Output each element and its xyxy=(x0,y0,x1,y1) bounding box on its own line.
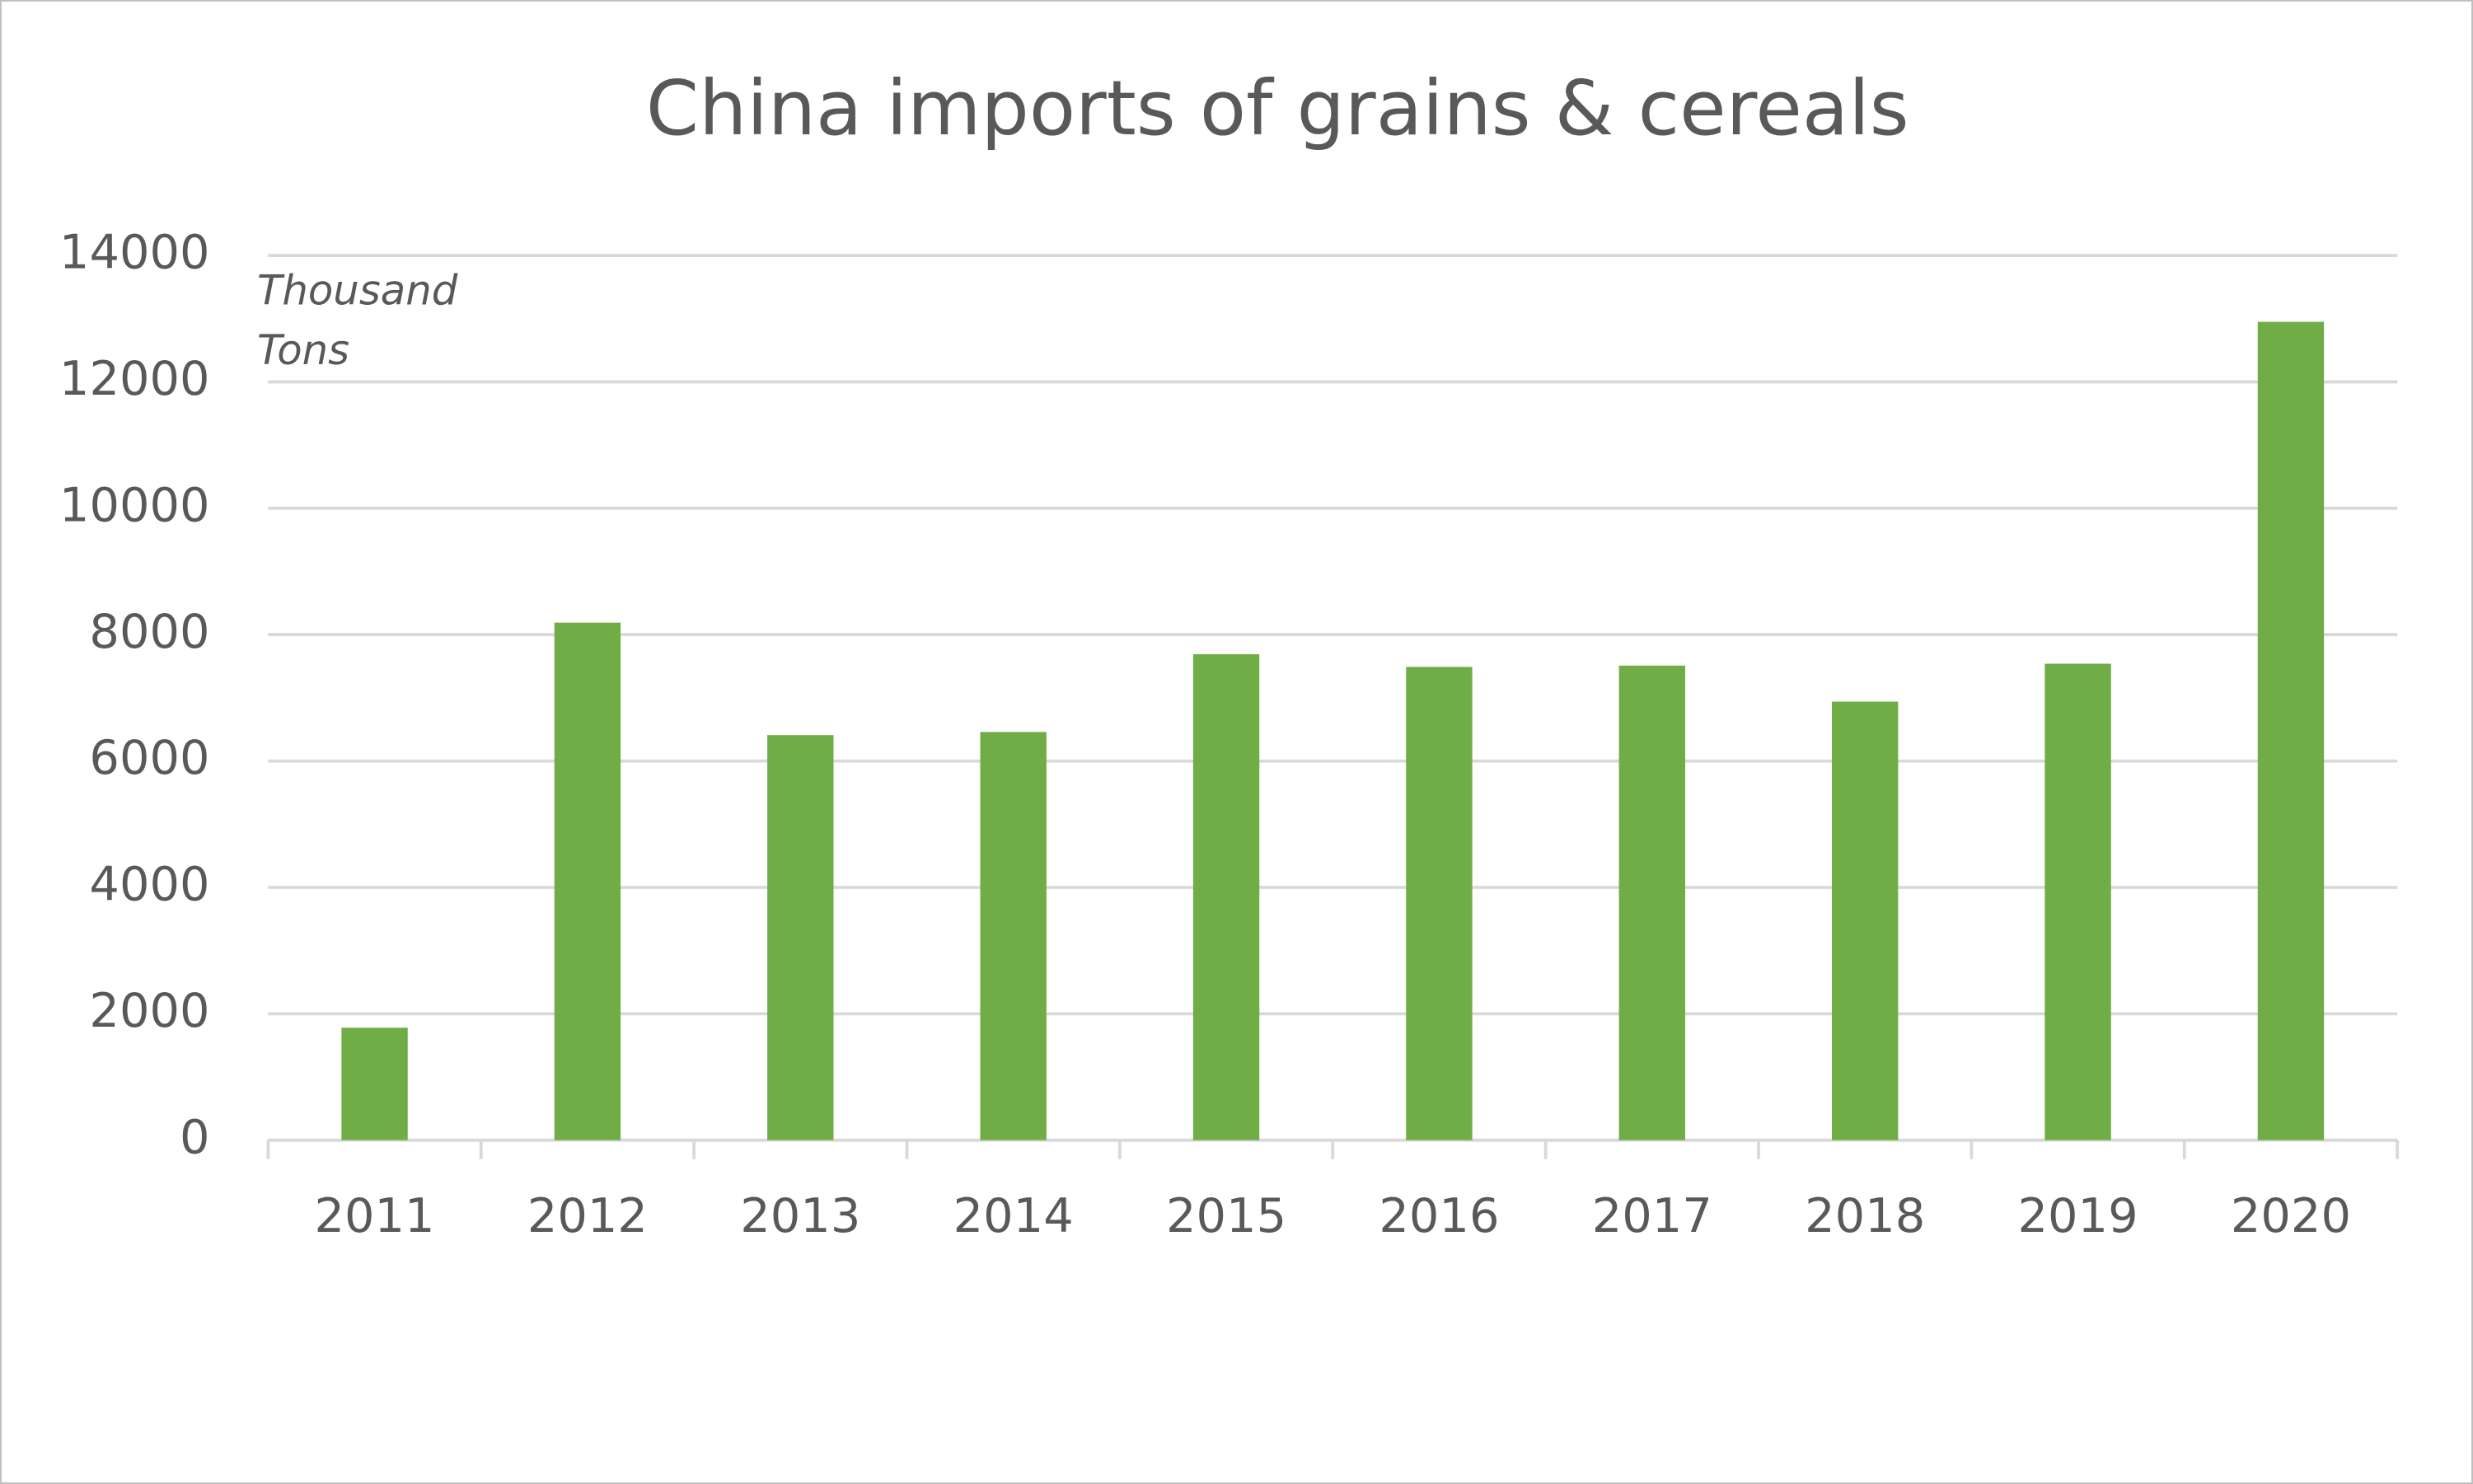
x-tick-label: 2015 xyxy=(1166,1188,1286,1243)
y-tick-label: 8000 xyxy=(89,604,209,659)
bar xyxy=(554,622,621,1140)
x-tick-label: 2019 xyxy=(2018,1188,2138,1243)
bar xyxy=(2257,321,2325,1140)
bar xyxy=(341,1028,408,1140)
bar xyxy=(2044,663,2111,1140)
y-tick-label: 12000 xyxy=(59,351,210,406)
bar xyxy=(980,732,1047,1140)
unit-annotation: Thousand xyxy=(257,266,458,314)
bar xyxy=(767,735,834,1140)
x-tick-label: 2011 xyxy=(314,1188,434,1243)
y-tick-label: 4000 xyxy=(89,857,209,912)
x-tick-label: 2013 xyxy=(740,1188,860,1243)
unit-annotation: Tons xyxy=(257,326,349,374)
bar xyxy=(1192,653,1260,1140)
x-tick-label: 2018 xyxy=(1805,1188,1925,1243)
bar xyxy=(1618,665,1686,1140)
y-tick-label: 10000 xyxy=(59,477,210,532)
y-tick-label: 6000 xyxy=(89,730,209,785)
chart-title: China imports of grains & cereals xyxy=(646,64,1909,152)
x-tick-label: 2012 xyxy=(527,1188,648,1243)
x-tick-label: 2014 xyxy=(953,1188,1074,1243)
bar xyxy=(1831,701,1899,1140)
bar xyxy=(1406,667,1473,1140)
y-tick-label: 0 xyxy=(180,1109,210,1164)
y-tick-label: 14000 xyxy=(59,225,210,280)
x-tick-label: 2020 xyxy=(2231,1188,2351,1243)
y-tick-label: 2000 xyxy=(89,983,209,1038)
x-tick-label: 2016 xyxy=(1379,1188,1499,1243)
x-tick-label: 2017 xyxy=(1592,1188,1712,1243)
